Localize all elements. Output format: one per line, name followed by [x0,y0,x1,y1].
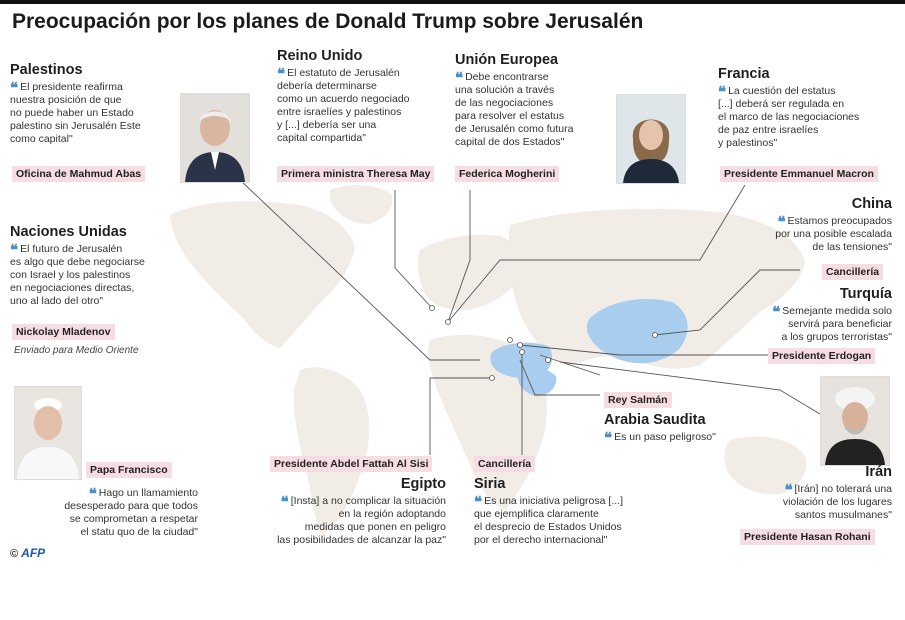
quote-mark-icon: ❝ [280,494,289,511]
quote-text: Debe encontrarse una solución a través d… [455,71,574,148]
entry-palestinos: Palestinos ❝ El presidente reafirma nuest… [10,62,180,146]
entry-francia: Francia ❝ La cuestión del estatus [...] d… [718,66,898,150]
country-label: Turquía [839,286,892,302]
entry-papa: ❝ Hago un llamamiento desesperado para qu… [30,484,198,539]
entry-china: China ❝ Estamos preocupados por una posib… [720,196,892,254]
quote-text: El futuro de Jerusalén es algo que debe … [10,243,145,307]
country-label: Arabia Saudita [604,412,706,428]
marker-cairo [489,375,495,381]
marker-riyadh [545,357,551,363]
entry-arabia-saudita: Arabia Saudita ❝ Es un paso peligroso" [604,412,804,447]
entry-naciones-unidas: Naciones Unidas ❝ El futuro de Jerusalén … [10,224,200,308]
connector-turquia [519,344,800,356]
connector-china [654,269,800,336]
quote-mark-icon: ❝ [718,84,727,101]
entry-reino-unido: Reino Unido ❝ El estatuto de Jerusalén de… [277,48,447,145]
quote-text: El estatuto de Jerusalén debería determi… [277,67,410,144]
source-badge: Papa Francisco [86,462,172,478]
country-label: Irán [865,464,892,480]
country-label: China [851,196,892,212]
europe-shape [417,234,521,311]
quote-mark-icon: ❝ [10,242,19,259]
connector-iran [559,361,831,421]
quote-text: [Insta] a no complicar la situación en l… [277,495,446,546]
source-badge: Presidente Abdel Fattah Al Sisi [270,456,433,472]
source-badge: Primera ministra Theresa May [277,166,435,182]
source-badge: Federica Mogherini [455,166,560,182]
afp-logo: AFP [21,546,46,560]
quote-text: La cuestión del estatus [...] deberá ser… [718,85,860,149]
quote-mark-icon: ❝ [772,304,781,321]
country-label: Egipto [400,476,446,492]
marker-brussels [445,319,451,325]
role-caption: Enviado para Medio Oriente [14,345,139,356]
copyright-symbol: © [10,548,19,560]
entry-iran: Irán ❝ [Irán] no tolerará una violación d… [720,464,892,522]
source-badge: Presidente Hasan Rohani [740,529,875,545]
source-badge: Nickolay Mladenov [12,324,115,340]
connector-reino-unido [394,190,433,309]
south-america-shape [293,367,370,535]
source-badge: Cancillería [822,264,884,280]
quote-mark-icon: ❝ [88,486,97,503]
quote-text: [Irán] no tolerará una violación de los … [782,483,892,521]
entry-siria: Siria ❝ Es una iniciativa peligrosa [...]… [474,476,674,547]
source-badge: Oficina de Mahmud Abas [12,166,146,182]
greenland-shape [330,185,393,224]
credit: © AFP [10,546,45,560]
marker-damascus [519,349,525,355]
connector-egipto [429,377,492,455]
australia-shape [724,436,807,495]
marker-ankara [507,337,513,343]
quote-text: Estamos preocupados por una posible esca… [775,215,892,253]
rohani-photo [820,376,890,466]
quote-mark-icon: ❝ [784,482,793,499]
country-label: Siria [474,476,506,492]
quote-mark-icon: ❝ [777,214,786,231]
abbas-photo [180,93,250,183]
marker-london [429,305,435,311]
mogherini-photo [616,94,686,184]
entry-union-europea: Unión Europea ❝ Debe encontrarse una solu… [455,52,615,149]
source-badge: Cancillería [474,456,536,472]
entry-turquia: Turquía ❝ Semejante medida solo servirá p… [720,286,892,344]
country-label: Palestinos [10,62,83,78]
marker-beijing [652,332,658,338]
quote-text: Es un paso peligroso" [614,431,716,443]
source-badge: Presidente Emmanuel Macron [720,166,878,182]
entry-egipto: Egipto ❝ [Insta] a no complicar la situac… [230,476,446,547]
top-rule [0,0,905,4]
connector-palestinos [239,179,480,361]
saudi-highlight [518,368,557,396]
quote-mark-icon: ❝ [10,80,19,97]
connector-union-europea [447,190,471,323]
source-badge: Presidente Erdogan [768,348,876,364]
country-label: Unión Europea [455,52,559,68]
quote-text: Semejante medida solo servirá para benef… [781,305,892,343]
page-title: Preocupación por los planes de Donald Tr… [12,10,644,33]
china-highlight [586,298,688,364]
quote-text: El presidente reafirma nuestra posición … [10,81,141,145]
source-badge: Rey Salmán [604,392,672,408]
quote-mark-icon: ❝ [474,494,483,511]
asia-shape [508,208,805,369]
quote-mark-icon: ❝ [455,70,464,87]
country-label: Francia [718,66,770,82]
connector-arabia-2 [519,359,600,396]
quote-mark-icon: ❝ [604,430,613,447]
quote-mark-icon: ❝ [277,66,286,83]
connector-francia [447,184,746,323]
pope-photo [14,386,82,480]
quote-text: Es una iniciativa peligrosa [...] que ej… [474,495,623,546]
north-america-shape [170,201,355,348]
marker-jerusalem [517,342,523,348]
country-label: Reino Unido [277,48,363,64]
quote-text: Hago un llamamiento desesperado para que… [64,487,198,538]
country-label: Naciones Unidas [10,224,127,240]
